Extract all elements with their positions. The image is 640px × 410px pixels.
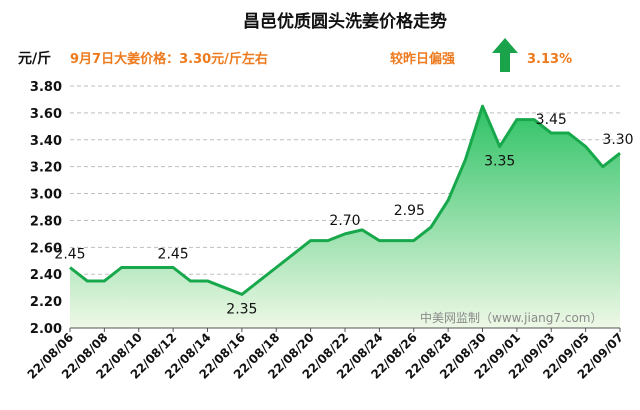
price-info-text: 9月7日大姜价格：3.30元/斤左右 (70, 51, 268, 67)
data-labels: 2.45 2.45 2.35 2.70 2.95 3.35 3.45 3.30 (54, 112, 633, 317)
data-label: 2.95 (394, 203, 425, 219)
y-tick-label: 2.60 (30, 241, 62, 256)
y-tick-label: 3.20 (30, 161, 62, 176)
chart-title: 昌邑优质圆头洗姜价格走势 (243, 11, 447, 32)
y-tick-label: 3.40 (30, 134, 62, 149)
y-tick-label: 3.00 (30, 188, 62, 203)
data-label: 3.35 (484, 154, 515, 170)
data-label: 2.45 (158, 247, 189, 263)
y-tick-label: 3.80 (30, 80, 62, 95)
data-label: 3.45 (536, 112, 567, 128)
data-label: 2.35 (226, 301, 257, 317)
y-tick-label: 2.20 (30, 295, 62, 310)
y-tick-label: 3.60 (30, 107, 62, 122)
data-label: 2.70 (329, 213, 360, 229)
y-axis-unit: 元/斤 (18, 50, 51, 67)
price-area (70, 106, 620, 329)
y-tick-label: 2.00 (30, 322, 62, 337)
y-axis-ticks: 2.00 2.20 2.40 2.60 2.80 3.00 3.20 3.40 3.60 3.80 (30, 80, 62, 337)
price-line (69, 104, 621, 296)
y-tick-label: 2.40 (30, 268, 62, 283)
watermark: 中美网监制（www.jiang7.com） (420, 310, 602, 325)
y-tick-label: 2.80 (30, 214, 62, 229)
data-label: 3.30 (602, 132, 633, 148)
x-axis-ticks: 22/08/0622/08/0822/08/1022/08/1222/08/14… (25, 328, 626, 382)
up-arrow-icon (492, 38, 518, 72)
trend-text: 较昨日偏强 (390, 51, 455, 67)
data-label: 2.45 (54, 247, 85, 263)
change-percent: 3.13% (527, 52, 572, 67)
